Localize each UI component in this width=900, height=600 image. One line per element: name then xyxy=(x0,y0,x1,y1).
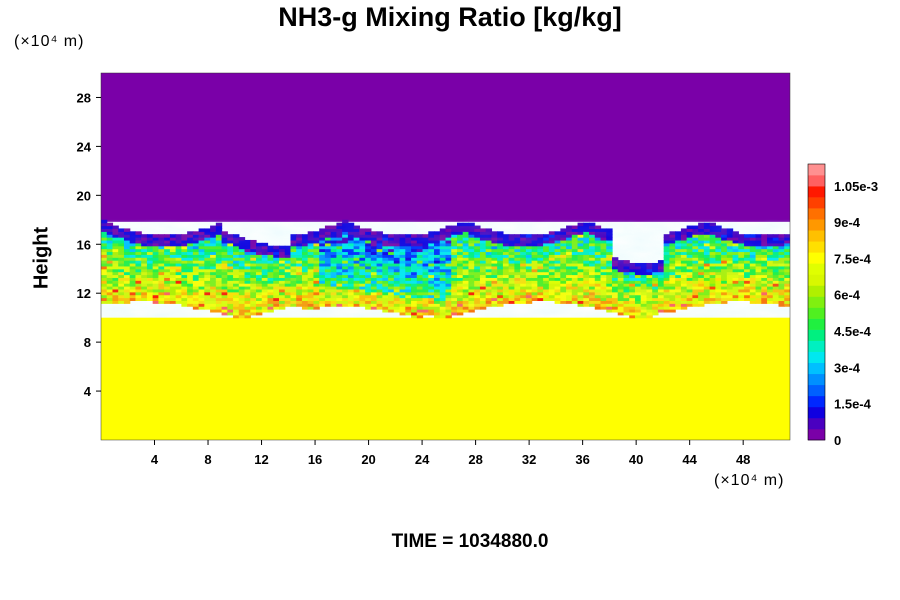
y-tick-label: 28 xyxy=(77,90,91,105)
colorbar-tick-label: 7.5e-4 xyxy=(834,251,872,266)
colorbar-segment xyxy=(808,296,825,308)
colorbar-segment xyxy=(808,307,825,319)
x-tick-label: 32 xyxy=(522,452,536,467)
x-tick-label: 12 xyxy=(254,452,268,467)
colorbar-frame xyxy=(807,163,826,441)
colorbar-segment xyxy=(808,197,825,209)
y-tick-label: 8 xyxy=(84,335,91,350)
upper-layer-region xyxy=(101,73,790,222)
plot-frame xyxy=(100,72,791,441)
colorbar-segment xyxy=(808,263,825,275)
colorbar-segment xyxy=(808,340,825,352)
x-tick-label: 48 xyxy=(736,452,750,467)
colorbar-segment xyxy=(808,318,825,330)
colorbar-tick-label: 3e-4 xyxy=(834,360,861,375)
colorbar-segment xyxy=(808,384,825,397)
colorbar-segment xyxy=(808,428,825,441)
x-tick-label: 36 xyxy=(575,452,589,467)
colorbar-segment xyxy=(808,373,825,386)
colorbar-tick-label: 4.5e-4 xyxy=(834,324,872,339)
y-tick-label: 16 xyxy=(77,237,91,252)
colorbar-segment xyxy=(808,175,825,187)
colorbar-segment xyxy=(808,395,825,408)
x-axis-unit: (×10⁴ m) xyxy=(714,472,785,489)
colorbar-segment xyxy=(808,417,825,430)
x-tick-label: 28 xyxy=(468,452,482,467)
y-tick-label: 24 xyxy=(77,139,92,154)
x-axis: 4 8 12 16 20 24 28 32 36 40 44 48 xyxy=(151,440,750,467)
chart-title: NH3-g Mixing Ratio [kg/kg] xyxy=(278,2,622,32)
x-tick-label: 24 xyxy=(415,452,430,467)
heatmap-field xyxy=(101,73,790,440)
x-tick-label: 20 xyxy=(361,452,375,467)
colorbar-segment xyxy=(808,329,825,341)
y-tick-label: 4 xyxy=(84,384,92,399)
time-label: TIME = xyxy=(391,531,454,552)
colorbar-tick-label: 1.5e-4 xyxy=(834,397,872,412)
x-tick-label: 40 xyxy=(629,452,643,467)
lower-layer-region xyxy=(101,317,790,440)
x-tick-label: 4 xyxy=(151,452,159,467)
colorbar-segment xyxy=(808,274,825,286)
colorbar-segment xyxy=(808,230,825,242)
colorbar-segment xyxy=(808,208,825,220)
y-axis-unit: (×10⁴ m) xyxy=(14,33,85,50)
y-tick-label: 12 xyxy=(77,286,91,301)
x-tick-label: 44 xyxy=(682,452,697,467)
colorbar-segment xyxy=(808,241,825,253)
colorbar-segment xyxy=(808,164,825,176)
colorbar-segment xyxy=(808,351,825,364)
colorbar-tick-label: 1.05e-3 xyxy=(834,179,878,194)
x-tick-label: 16 xyxy=(308,452,322,467)
colorbar-segment xyxy=(808,252,825,264)
colorbar-segment xyxy=(808,362,825,375)
colorbar-tick-label: 9e-4 xyxy=(834,215,861,230)
colorbar: 0 1.5e-4 3e-4 4.5e-4 6e-4 7.5e-4 9e-4 1.05e-3 xyxy=(807,163,878,448)
y-tick-label: 20 xyxy=(77,188,91,203)
mixing-layer-region xyxy=(101,219,790,319)
colorbar-segment xyxy=(808,285,825,297)
colorbar-tick-label: 6e-4 xyxy=(834,288,861,303)
x-tick-label: 8 xyxy=(204,452,211,467)
y-axis: 4 8 12 16 20 24 28 xyxy=(77,90,101,399)
colorbar-tick-label: 0 xyxy=(834,433,841,448)
colorbar-segment xyxy=(808,186,825,198)
time-value: 1034880.0 xyxy=(458,531,549,552)
colorbar-segment xyxy=(808,219,825,231)
time-readout: TIME = 1034880.0 xyxy=(0,531,900,553)
colorbar-segment xyxy=(808,406,825,419)
